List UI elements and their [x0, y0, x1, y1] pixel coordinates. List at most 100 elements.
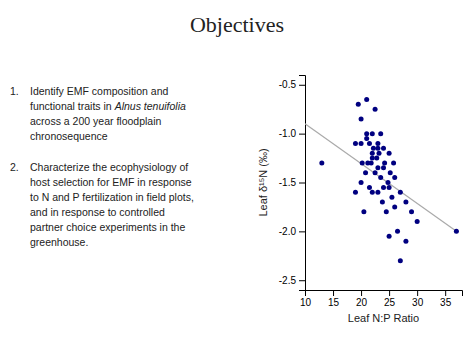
point	[378, 131, 383, 136]
item-text: host selection for EMF in response	[30, 176, 192, 188]
tick-label: -0.5	[279, 79, 297, 90]
point	[398, 190, 403, 195]
point	[382, 160, 387, 165]
tick: -2.0	[279, 226, 305, 237]
point	[380, 200, 385, 205]
tick-label: 25	[384, 297, 396, 308]
tick-mark	[299, 280, 305, 281]
point	[388, 170, 393, 175]
point	[398, 258, 403, 263]
tick: 10	[300, 290, 312, 308]
plot-area	[305, 97, 459, 263]
tick: 30	[412, 290, 424, 308]
point	[359, 141, 364, 146]
tick-mark	[333, 290, 334, 296]
point	[381, 146, 386, 151]
title: Objectives	[190, 12, 284, 37]
x-axis-title: Leaf N:P Ratio	[348, 312, 419, 324]
point	[403, 239, 408, 244]
tick: 35	[440, 290, 452, 308]
point	[395, 229, 400, 234]
tick-label: -1.5	[279, 177, 297, 188]
point	[353, 190, 358, 195]
point	[391, 160, 396, 165]
point	[381, 165, 386, 170]
axis-line	[306, 291, 463, 297]
tick-mark	[299, 231, 305, 232]
item-text: greenhouse.	[30, 236, 88, 248]
item-line: Characterize the ecophysiology of	[30, 161, 188, 173]
point	[403, 200, 408, 205]
point	[415, 219, 420, 224]
point	[367, 185, 372, 190]
point	[377, 151, 382, 156]
item-number: 1.	[10, 85, 19, 97]
point	[375, 141, 380, 146]
item-line: to N and P fertilization in field plots,	[30, 191, 194, 203]
point	[370, 151, 375, 156]
point	[387, 185, 392, 190]
point	[363, 170, 368, 175]
point	[359, 180, 364, 185]
point	[364, 97, 369, 102]
point	[375, 190, 380, 195]
point	[454, 229, 459, 234]
tick-label: 20	[356, 297, 368, 308]
item-line: functional traits in Alnus tenuifolia	[30, 100, 186, 112]
point	[370, 131, 375, 136]
point	[375, 146, 380, 151]
point	[409, 209, 414, 214]
tick-mark	[299, 85, 305, 86]
item-line: Identify EMF composition and	[30, 85, 168, 97]
tick-mark	[445, 290, 446, 296]
point	[373, 170, 378, 175]
point	[374, 156, 379, 161]
point	[359, 116, 364, 121]
chart: Objectives 1. Identify EMF composition and…	[0, 0, 474, 355]
point	[387, 234, 392, 239]
item-text: and in response to controlled	[30, 206, 165, 218]
tick-label: -2.0	[279, 226, 297, 237]
tick-mark	[389, 290, 390, 296]
point	[373, 107, 378, 112]
tick-label: -2.5	[279, 275, 297, 286]
y-axis-title: Leaf δ¹⁵N (‰)	[257, 148, 269, 216]
tick-label: -1.0	[279, 128, 297, 139]
tick-mark	[299, 134, 305, 135]
tick: 15	[328, 290, 340, 308]
item-number: 2.	[10, 161, 19, 173]
item-text: Identify EMF composition and	[30, 85, 168, 97]
point	[392, 175, 397, 180]
tick: -2.5	[279, 275, 305, 286]
axis-line	[299, 76, 306, 291]
item-line: host selection for EMF in response	[30, 176, 192, 188]
point	[384, 209, 389, 214]
point	[360, 160, 365, 165]
point	[364, 131, 369, 136]
point	[319, 160, 324, 165]
y-axis: -0.5 -1.0 -1.5 -2.0 -2.5	[279, 76, 306, 291]
x-axis: 10 15 20 25 30 35	[300, 290, 463, 308]
tick: 20	[356, 290, 368, 308]
point	[392, 204, 397, 209]
item-text: chronosequence	[30, 130, 108, 142]
point	[389, 195, 394, 200]
item-line: chronosequence	[30, 130, 108, 142]
point	[385, 180, 390, 185]
point	[371, 146, 376, 151]
item-text: functional traits in	[30, 100, 115, 112]
item-line: greenhouse.	[30, 236, 88, 248]
item-line: partner choice experiments in the	[30, 221, 185, 233]
item-line: across a 200 year floodplain	[30, 115, 161, 127]
point	[364, 136, 369, 141]
tick-mark	[361, 290, 362, 296]
point	[387, 151, 392, 156]
tick-mark	[417, 290, 418, 296]
tick-mark	[299, 183, 305, 184]
tick: -1.0	[279, 128, 305, 139]
point	[370, 190, 375, 195]
point	[378, 175, 383, 180]
item-text: across a 200 year floodplain	[30, 115, 161, 127]
item-text: to N and P fertilization in field plots,	[30, 191, 194, 203]
point	[375, 165, 380, 170]
